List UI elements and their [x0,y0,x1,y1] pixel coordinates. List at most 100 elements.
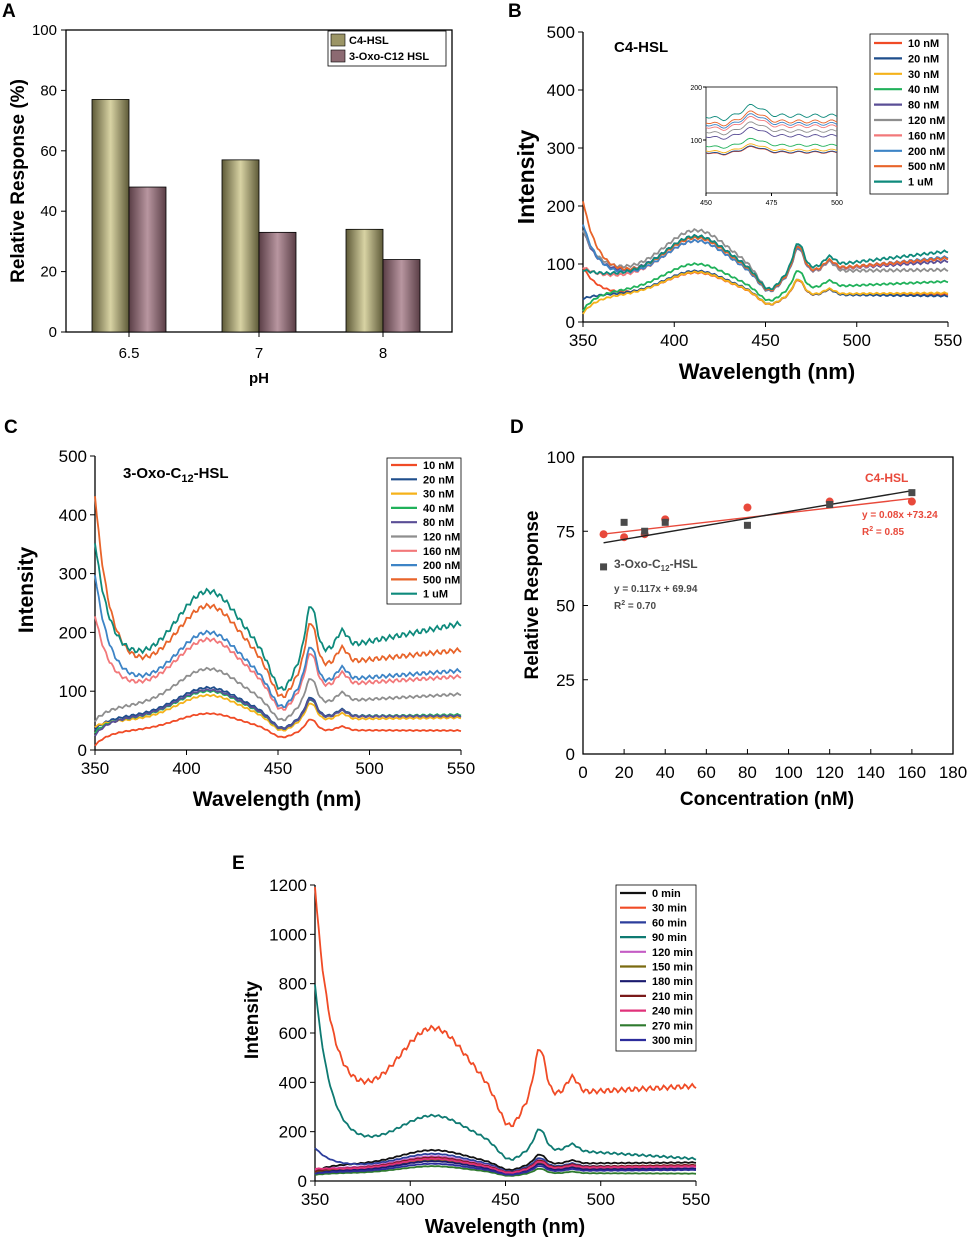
series-line-1-um [582,233,949,291]
chart-d-3oxo-label: 3-Oxo-C12-HSL [614,557,698,573]
legend-label-c4: C4-HSL [349,35,389,47]
y-tick-label: 400 [279,1073,307,1092]
chart-b-xlabel: Wavelength (nm) [679,359,855,384]
series-line-1-um [94,543,462,691]
chart-e-spectra: 0 200 400 600 800 1000 1200 350 400 450 500 550 Int… [242,876,710,1238]
legend-label: 160 nM [908,130,945,142]
y-tick-label: 200 [547,197,575,216]
chart-a-legend-box [327,30,447,67]
y-tick-label: 800 [279,975,307,994]
legend-label: 240 min [652,1006,693,1018]
chart-e-ylabel: Intensity [242,981,263,1060]
y-tick-label: 500 [59,447,87,466]
x-tick-label: 6.5 [119,345,140,362]
chart-c-ticks: 0 100 200 300 400 500 350 400 450 500 550 [59,447,476,778]
x-tick-label: 180 [939,763,967,782]
y-tick-label: 40 [40,203,57,220]
inset-line [705,145,838,155]
inset-x-tick-label: 450 [700,200,712,207]
y-tick-label: 75 [556,522,575,541]
legend-label: 40 nM [908,84,939,96]
series-line-80-nm [94,688,462,737]
inset-x-tick-label: 500 [831,200,843,207]
legend-label: 300 min [652,1035,693,1047]
inset-line [705,116,838,131]
chart-a-xlabel: pH [249,370,269,387]
data-point-c4 [743,503,752,512]
legend-label: 200 nM [423,560,460,572]
chart-d-ylabel: Relative Response [522,511,543,680]
legend-label: 30 nM [908,69,939,81]
x-tick-label: 8 [379,345,387,362]
x-tick-label: 500 [355,759,383,778]
legend-label: 90 min [652,932,687,944]
inset-x-tick-label: 475 [766,200,778,207]
legend-label: 210 min [652,991,693,1003]
inset-line [705,137,838,149]
panel-label-a: A [2,1,16,22]
chart-d-xlabel: Concentration (nM) [680,789,854,810]
bar-c4-hsl-8 [345,228,384,333]
y-tick-label: 0 [566,313,575,332]
chart-b-spectra: 0 100 200 300 400 500 350 400 450 500 550 C4-HSL I… [513,23,962,384]
chart-b-legend-box [869,33,949,195]
x-tick-label: 80 [738,763,757,782]
data-point-c4 [599,530,608,539]
bar-c4-hsl-6.5 [91,99,130,333]
legend-label: 160 nM [423,546,460,558]
series-line-300-min [314,1162,697,1176]
series-line-270-min [314,1165,697,1177]
series-line-30-nm [582,270,949,315]
x-tick-label: 550 [447,759,475,778]
y-tick-label: 0 [566,745,575,764]
chart-c-spectra: 0 100 200 300 400 500 350 400 450 500 550 3-Oxo-C1… [15,447,475,811]
series-line-80-nm [582,230,949,292]
fit-line-1 [603,489,913,544]
legend-swatch-c4 [330,33,346,47]
inset-line [705,103,838,122]
chart-a-legend: C4-HSL 3-Oxo-C12 HSL [327,30,447,67]
legend-label: 30 min [652,903,687,915]
data-point-3oxo [908,489,916,497]
x-tick-label: 160 [898,763,926,782]
series-line-500-nm [94,496,462,699]
data-point-3oxo [826,501,834,509]
inset-line [705,146,838,156]
x-tick-label: 0 [578,763,587,782]
chart-d-3oxo-equation: y = 0.117x + 69.94 [614,584,698,595]
x-tick-label: 450 [491,1190,519,1209]
inset-line [705,143,838,154]
legend-label: 20 nM [423,474,454,486]
x-tick-label: 500 [587,1190,615,1209]
chart-a-bars [91,99,421,333]
chart-c-legend: 10 nM 20 nM 30 nM 40 nM 80 nM 120 nM 160 nM 200… [386,457,462,605]
x-tick-label: 120 [815,763,843,782]
y-tick-label: 200 [279,1123,307,1142]
chart-d-c4-r2: R2 = 0.85 [862,526,904,538]
x-tick-label: 450 [751,331,779,350]
legend-swatch-3oxo [330,49,346,63]
y-tick-label: 300 [59,565,87,584]
data-point-3oxo [620,518,628,526]
chart-c-ylabel: Intensity [15,547,38,634]
chart-d-c4-equation: y = 0.08x +73.24 [862,510,938,521]
legend-label: 1 uM [423,589,448,601]
legend-label: 500 nM [908,161,945,173]
y-tick-label: 500 [547,23,575,42]
inset-y-tick-label: 200 [690,85,702,92]
y-tick-label: 400 [59,506,87,525]
chart-a-ylabel: Relative Response (%) [8,79,29,283]
chart-e-ticks: 0 200 400 600 800 1000 1200 350 400 450 500 550 [269,876,710,1209]
legend-label: 1 uM [908,177,933,189]
x-tick-label: 350 [301,1190,329,1209]
chart-c-xlabel: Wavelength (nm) [193,788,361,811]
legend-label: 270 min [652,1020,693,1032]
series-line-240-min [314,1157,697,1174]
legend-label: 120 nM [908,115,945,127]
x-tick-label: 400 [660,331,688,350]
legend-label: 180 min [652,976,693,988]
x-tick-label: 400 [396,1190,424,1209]
inset-line [705,113,838,129]
